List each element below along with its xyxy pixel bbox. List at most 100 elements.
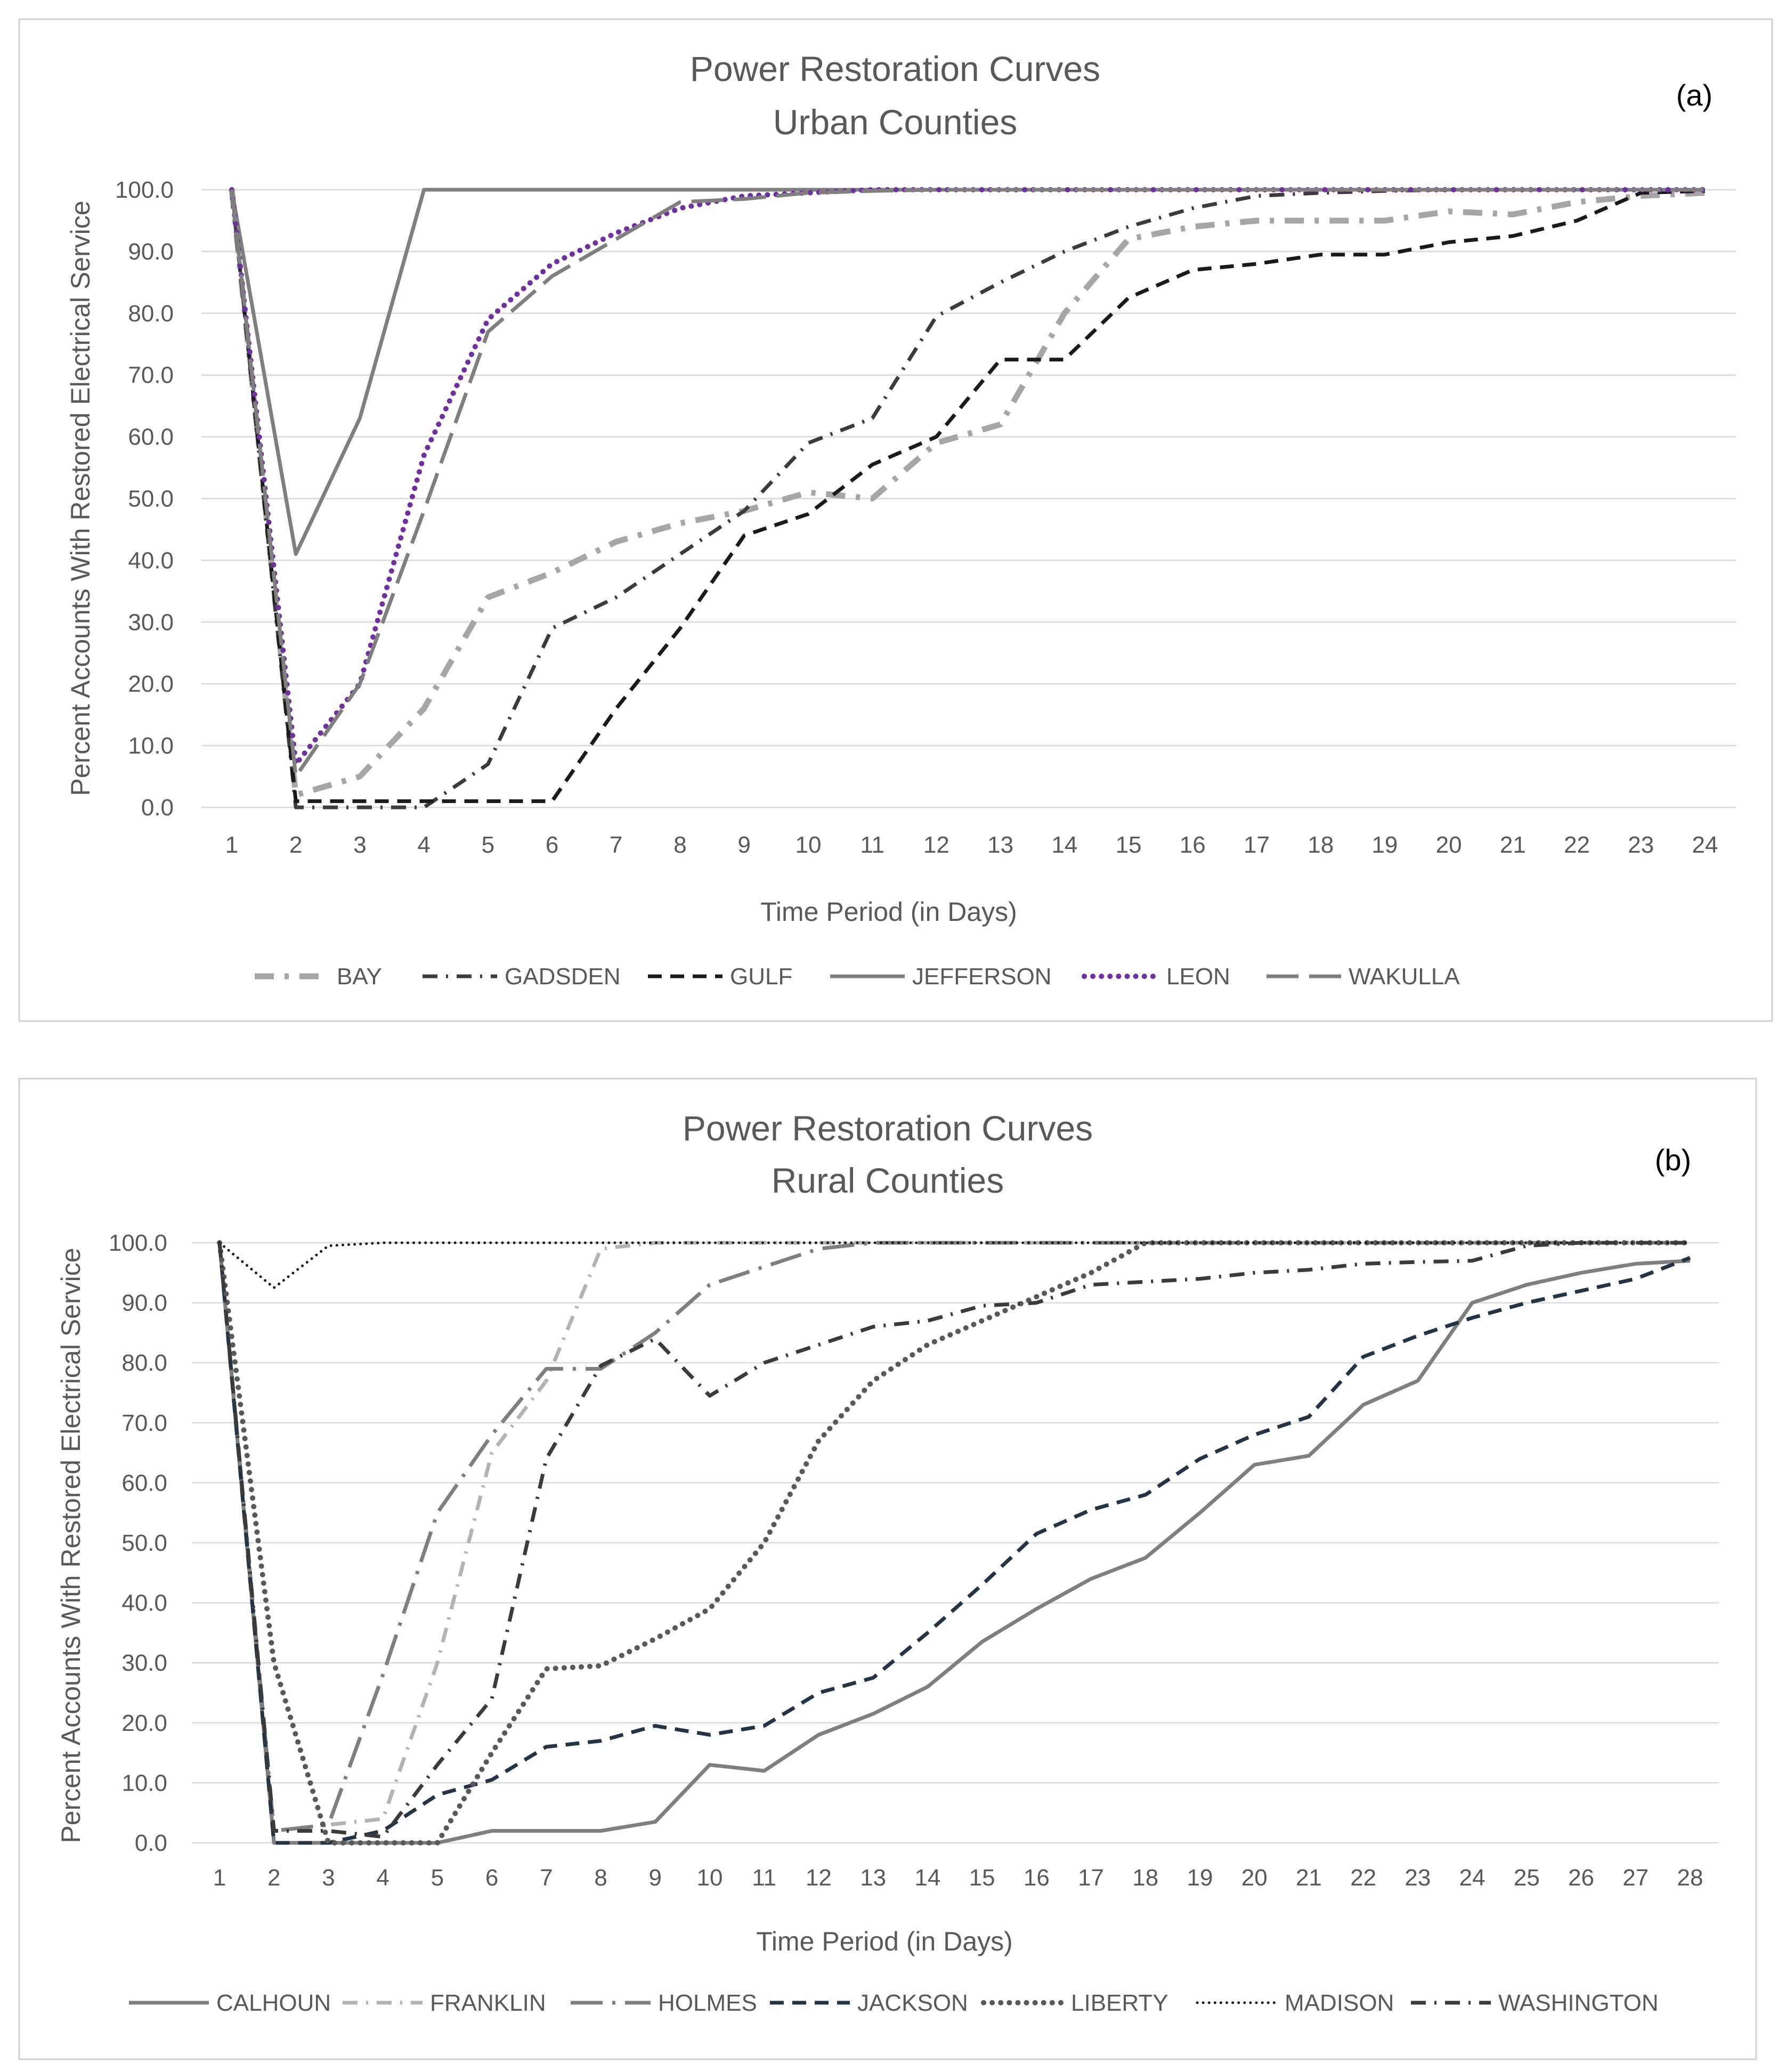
panel-b-y-axis-label: Percent Accounts With Restored Electrica…: [56, 1248, 86, 1843]
panel-a-x-tick-label: 15: [1116, 832, 1142, 858]
panel-b-legend-label-holmes: HOLMES: [658, 1990, 757, 2016]
panel-b-x-tick-label: 4: [376, 1865, 389, 1891]
panel-b-x-tick-label: 5: [431, 1865, 444, 1891]
panel-b-series-jackson: [217, 1242, 1691, 1845]
panel-a-x-tick-label: 11: [860, 832, 884, 858]
panel-b-legend-label-washington: WASHINGTON: [1498, 1990, 1659, 2016]
panel-a-legend-label-gulf: GULF: [730, 964, 792, 990]
panel-a-y-tick-label: 40.0: [128, 547, 174, 573]
panel-a-x-tick-label: 5: [482, 832, 494, 858]
panel-a-y-tick-label: 0.0: [141, 795, 174, 821]
panel-b-x-tick-label: 3: [322, 1865, 335, 1891]
panel-a-legend-label-gadsden: GADSDEN: [505, 964, 621, 990]
panel-b-x-tick-label: 17: [1078, 1865, 1104, 1891]
panel-b-x-tick-label: 9: [649, 1865, 662, 1891]
panel-a-x-tick-label: 9: [737, 832, 750, 858]
panel-b-x-tick-label: 13: [860, 1865, 886, 1891]
panel-b-x-tick-label: 28: [1677, 1865, 1703, 1891]
panel-a-y-tick-label: 80.0: [128, 301, 174, 327]
panel-a-x-tick-label: 18: [1308, 832, 1334, 858]
panel-a-x-tick-label: 6: [546, 832, 558, 858]
panel-b-x-tick-label: 15: [969, 1865, 995, 1891]
panel-a-y-tick-label: 90.0: [128, 239, 174, 265]
panel-a-y-tick-label: 30.0: [128, 609, 174, 635]
panel-a-plot: 0.0 10.0 20.0 30.0 40.0 50.0 60.0 70.0 80.0 90.0 1…: [115, 177, 1736, 990]
panel-a-legend-label-leon: LEON: [1166, 964, 1230, 990]
panel-a-x-tick-label: 23: [1628, 832, 1654, 858]
panel-b-series-liberty: [217, 1240, 1693, 1846]
panel-b-series-washington: [217, 1241, 1690, 1839]
panel-b-y-tick-label: 50.0: [121, 1530, 167, 1556]
panel-b-x-tick-label: 27: [1622, 1865, 1649, 1891]
panel-a-legend-label-wakulla: WAKULLA: [1349, 964, 1460, 990]
panel-a-x-tick-label: 22: [1564, 832, 1590, 858]
panel-b-legend-label-jackson: JACKSON: [857, 1990, 968, 2016]
panel-a-y-tick-label: 10.0: [128, 733, 174, 759]
panel-b-x-tick-label: 26: [1568, 1865, 1594, 1891]
panel-a-x-tick-label: 7: [610, 832, 622, 858]
panel-a-y-tick-label: 50.0: [128, 486, 174, 512]
panel-b-label: (b): [1655, 1143, 1691, 1177]
panel-b-legend-label-madison: MADISON: [1285, 1990, 1394, 2016]
panel-b-series-calhoun: [217, 1242, 1691, 1845]
panel-b-y-tick-label: 40.0: [121, 1590, 167, 1616]
panel-b-x-tick-label: 25: [1514, 1865, 1540, 1891]
panel-a-y-tick-label: 60.0: [128, 424, 174, 450]
panel-b-x-tick-label: 11: [752, 1865, 776, 1891]
panel-a-series-gulf: [230, 189, 1706, 803]
panel-b-legend-label-liberty: LIBERTY: [1071, 1990, 1168, 2016]
panel-b-x-tick-label: 20: [1241, 1865, 1268, 1891]
panel-b-y-tick-label: 90.0: [121, 1290, 167, 1316]
panel-b-y-tick-label: 70.0: [121, 1410, 167, 1436]
panel-a-y-tick-label: 100.0: [115, 177, 174, 203]
panel-b-y-tick-label: 30.0: [121, 1650, 167, 1676]
panel-a-y-tick-label: 70.0: [128, 362, 174, 388]
panel-b-x-tick-label: 16: [1024, 1865, 1050, 1891]
panel-a-legend-label-jefferson: JEFFERSON: [912, 964, 1052, 990]
panel-a-x-tick-label: 14: [1051, 832, 1077, 858]
panel-b-x-tick-label: 12: [806, 1865, 832, 1891]
panel-b-y-tick-label: 10.0: [121, 1770, 167, 1796]
panel-b-x-tick-label: 22: [1350, 1865, 1376, 1891]
panel-b-x-tick-label: 1: [213, 1865, 226, 1891]
panel-a-x-tick-label: 16: [1180, 832, 1206, 858]
panel-a-x-tick-label: 12: [923, 832, 949, 858]
panel-a-x-tick-label: 21: [1500, 832, 1526, 858]
panel-b-frame: [18, 1078, 1757, 2060]
panel-b-y-tick-label: 20.0: [121, 1710, 167, 1736]
panel-b-legend-label-calhoun: CALHOUN: [216, 1990, 331, 2016]
panel-b-y-tick-label: 80.0: [121, 1350, 167, 1376]
panel-b-x-axis-label: Time Period (in Days): [756, 1927, 1013, 1956]
panel-a-subtitle: Urban Counties: [773, 102, 1018, 142]
panel-b-y-tick-label: 100.0: [109, 1230, 167, 1256]
panel-a-x-tick-label: 13: [987, 832, 1013, 858]
panel-a-label: (a): [1676, 78, 1712, 112]
panel-b-x-tick-label: 24: [1459, 1865, 1485, 1891]
panel-b-x-tick-label: 21: [1296, 1865, 1322, 1891]
panel-b-x-tick-label: 6: [485, 1865, 498, 1891]
panel-a-x-tick-label: 3: [353, 832, 366, 858]
panel-a-x-axis-label: Time Period (in Days): [760, 897, 1017, 927]
panel-b-x-tick-label: 14: [914, 1865, 940, 1891]
panel-a-y-axis-label: Percent Accounts With Restored Electrica…: [66, 200, 95, 796]
panel-a-y-tick-label: 20.0: [128, 671, 174, 697]
panel-b-x-tick-label: 7: [540, 1865, 553, 1891]
panel-b-legend-label-franklin: FRANKLIN: [430, 1990, 546, 2016]
panel-b-y-tick-label: 60.0: [121, 1470, 167, 1496]
panel-a-x-tick-label: 10: [795, 832, 821, 858]
panel-b-x-tick-label: 2: [267, 1865, 280, 1891]
panel-a-series-bay: [229, 189, 1706, 798]
panel-a-x-tick-label: 20: [1436, 832, 1462, 858]
panel-a-x-tick-label: 4: [417, 832, 430, 858]
panel-b-x-tick-label: 10: [697, 1865, 723, 1891]
panel-a-x-tick-label: 24: [1692, 832, 1718, 858]
panel-b-title: Power Restoration Curves: [683, 1108, 1093, 1148]
panel-a-title: Power Restoration Curves: [690, 49, 1100, 88]
panel-a-legend-label-bay: BAY: [337, 964, 382, 990]
panel-a-frame: [18, 18, 1773, 1022]
panel-b-plot: 0.0 10.0 20.0 30.0 40.0 50.0 60.0 70.0 80.0 90.0 1…: [109, 1230, 1719, 2016]
panel-b-subtitle: Rural Counties: [772, 1161, 1004, 1200]
panel-b-x-tick-label: 18: [1132, 1865, 1158, 1891]
panel-b-x-tick-label: 8: [594, 1865, 607, 1891]
